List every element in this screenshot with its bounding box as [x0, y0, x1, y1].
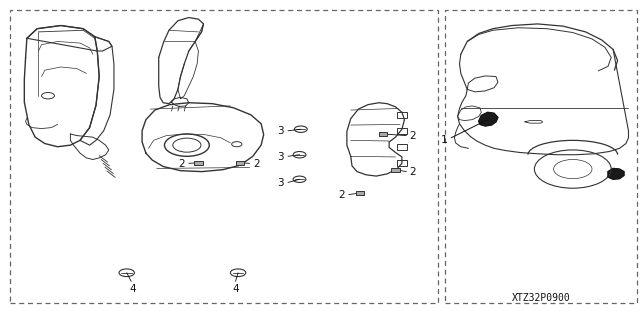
- Bar: [397, 128, 407, 134]
- Text: 2: 2: [339, 190, 345, 200]
- Bar: [397, 160, 407, 166]
- Text: 2: 2: [410, 131, 416, 141]
- Text: 4: 4: [130, 284, 136, 294]
- Text: 4: 4: [232, 284, 239, 294]
- Bar: [236, 161, 244, 165]
- Bar: [397, 144, 407, 150]
- Polygon shape: [479, 112, 498, 126]
- Text: XTZ32P0900: XTZ32P0900: [511, 293, 570, 303]
- Text: 2: 2: [410, 167, 416, 177]
- Text: 1: 1: [441, 135, 448, 145]
- Bar: [397, 112, 407, 118]
- Text: 3: 3: [278, 152, 284, 162]
- Text: 2: 2: [253, 159, 260, 169]
- Bar: [356, 191, 364, 195]
- Bar: [195, 161, 202, 165]
- Bar: [392, 168, 399, 172]
- Text: 3: 3: [278, 126, 284, 137]
- Bar: [379, 132, 387, 136]
- Text: 3: 3: [278, 178, 284, 189]
- Polygon shape: [608, 168, 624, 179]
- Text: 2: 2: [179, 159, 185, 169]
